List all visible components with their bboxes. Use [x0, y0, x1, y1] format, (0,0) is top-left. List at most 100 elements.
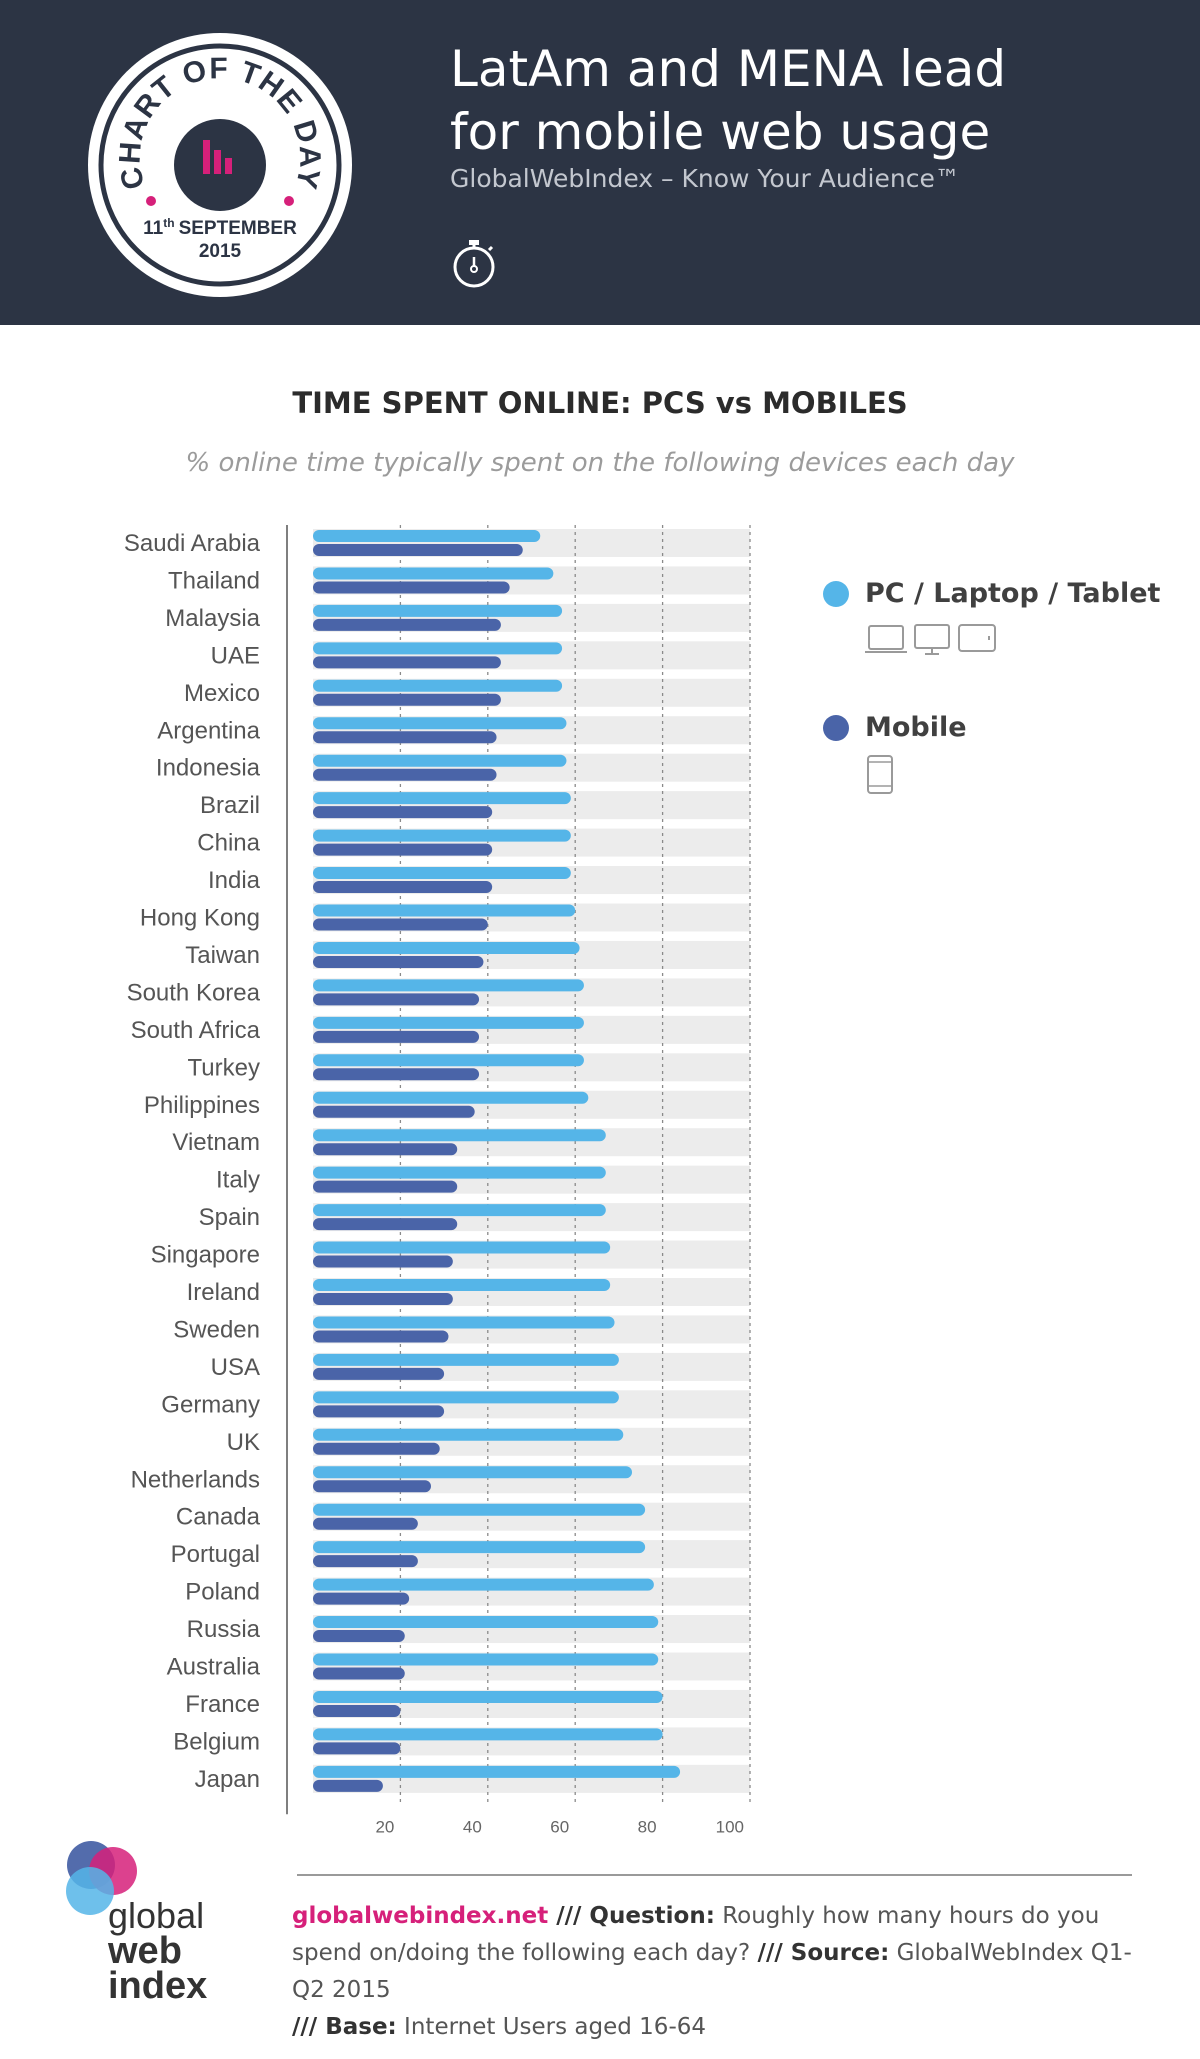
- bar-pc: [313, 642, 563, 655]
- category-label: South Africa: [131, 1017, 261, 1044]
- x-tick-label: 20: [375, 1817, 394, 1835]
- footer-site-link[interactable]: globalwebindex.net: [292, 1903, 549, 1929]
- category-label: Netherlands: [131, 1466, 260, 1493]
- badge-day-suffix: th: [163, 216, 174, 230]
- bar-pc: [313, 1316, 615, 1329]
- bar-mobile: [313, 1517, 418, 1530]
- bar-mobile: [313, 1480, 431, 1493]
- category-label: Saudi Arabia: [124, 530, 261, 557]
- bar-pc: [313, 941, 580, 954]
- bar-chart: 20 40 60 80 100 Saudi Arabia Thailand Malaysia U…: [124, 525, 751, 1835]
- category-label: Canada: [176, 1504, 261, 1531]
- chart-title: TIME SPENT ONLINE: PCS vs MOBILES: [292, 386, 908, 420]
- bar-pc: [313, 567, 554, 580]
- category-label: Australia: [167, 1654, 261, 1681]
- category-label: Japan: [195, 1766, 260, 1793]
- bar-pc: [313, 1653, 659, 1666]
- phone-icon: [867, 755, 893, 794]
- bar-mobile: [313, 1330, 449, 1343]
- category-label: Sweden: [173, 1316, 260, 1343]
- category-label: Argentina: [157, 717, 260, 744]
- bar-mobile: [313, 1143, 458, 1156]
- legend-swatch-mobile: [823, 715, 849, 741]
- bar-pc: [313, 1279, 611, 1291]
- bar-mobile: [313, 1405, 445, 1418]
- category-label: UAE: [211, 642, 260, 669]
- bar-mobile: [313, 843, 493, 856]
- category-label: India: [208, 867, 261, 894]
- bar-pc: [313, 1728, 663, 1741]
- bar-mobile: [313, 1068, 480, 1081]
- bar-mobile: [313, 1218, 458, 1231]
- category-label: Poland: [185, 1579, 260, 1606]
- footer-divider: [297, 1874, 1132, 1876]
- category-label: USA: [211, 1354, 260, 1381]
- badge-year: 2015: [199, 241, 242, 262]
- x-tick-label: 100: [716, 1817, 744, 1835]
- category-label: Indonesia: [156, 755, 261, 782]
- category-label: Mexico: [184, 680, 260, 707]
- page-subtitle: GlobalWebIndex – Know Your Audience™: [450, 164, 960, 193]
- category-label: Philippines: [144, 1092, 260, 1119]
- bar-mobile: [313, 1555, 418, 1568]
- bar-pc: [313, 1241, 611, 1254]
- logo-line-2: web: [107, 1930, 182, 1972]
- category-label: China: [197, 830, 260, 857]
- bar-mobile: [313, 1293, 453, 1305]
- bar-mobile: [313, 1704, 401, 1717]
- bar-pc: [313, 1391, 619, 1404]
- category-label: Belgium: [173, 1728, 260, 1755]
- bar-pc: [313, 979, 584, 992]
- globalwebindex-logo: global web index: [66, 1841, 207, 2005]
- bar-mobile: [313, 768, 497, 781]
- logo-line-3: index: [108, 1965, 207, 2005]
- footer-sep: ///: [548, 1903, 590, 1929]
- category-label: Russia: [187, 1616, 261, 1643]
- x-tick-label: 40: [463, 1817, 482, 1835]
- category-label: Brazil: [200, 792, 260, 819]
- badge-month: SEPTEMBER: [179, 218, 298, 239]
- category-label: Spain: [199, 1204, 260, 1231]
- bar-mobile: [313, 918, 488, 931]
- category-label: France: [185, 1691, 260, 1718]
- bar-mobile: [313, 1030, 480, 1043]
- category-label: Turkey: [188, 1054, 260, 1081]
- bar-mobile: [313, 1630, 405, 1643]
- title-line-2: for mobile web usage: [450, 103, 991, 161]
- category-label: Taiwan: [185, 942, 260, 969]
- desktop-icon: [914, 624, 950, 655]
- bar-pc: [313, 1428, 624, 1441]
- bar-pc: [313, 1765, 681, 1778]
- footer-note: globalwebindex.net /// Question: Roughly…: [292, 1898, 1142, 2046]
- category-label: Ireland: [187, 1279, 260, 1306]
- legend-swatch-pc: [823, 581, 849, 607]
- category-label: Italy: [216, 1167, 260, 1194]
- bar-pc: [313, 1616, 659, 1629]
- bar-mobile: [313, 1367, 445, 1380]
- bar-pc: [313, 1466, 633, 1479]
- category-label: Singapore: [151, 1242, 260, 1269]
- page-title: LatAm and MENA lead for mobile web usage: [450, 38, 1006, 164]
- bar-pc: [313, 792, 571, 805]
- x-tick-label: 80: [638, 1817, 657, 1835]
- bar-mobile: [313, 581, 510, 594]
- footer-question-label: Question:: [589, 1903, 715, 1929]
- bar-mobile: [313, 881, 493, 894]
- category-label: Germany: [161, 1391, 260, 1418]
- bar-pc: [313, 1541, 646, 1554]
- bar-mobile: [313, 1779, 383, 1792]
- bar-mobile: [313, 731, 497, 744]
- category-label: UK: [227, 1429, 260, 1456]
- chart-of-the-day-badge: CHART OF THE DAY 11th SEPTEMBER 2015: [88, 33, 352, 297]
- header-banner: CHART OF THE DAY 11th SEPTEMBER 2015 LatA…: [0, 0, 1200, 325]
- footer-base: Internet Users aged 16-64: [396, 2014, 707, 2040]
- bar-mobile: [313, 1180, 458, 1193]
- bar-mobile: [313, 806, 493, 819]
- footer-source-label: /// Source:: [757, 1940, 890, 1966]
- logo-line-1: global: [108, 1895, 204, 1936]
- category-label: Malaysia: [165, 605, 260, 632]
- stopwatch-icon: [453, 240, 495, 288]
- bar-pc: [313, 1054, 584, 1067]
- legend-label-pc: PC / Laptop / Tablet: [865, 578, 1161, 609]
